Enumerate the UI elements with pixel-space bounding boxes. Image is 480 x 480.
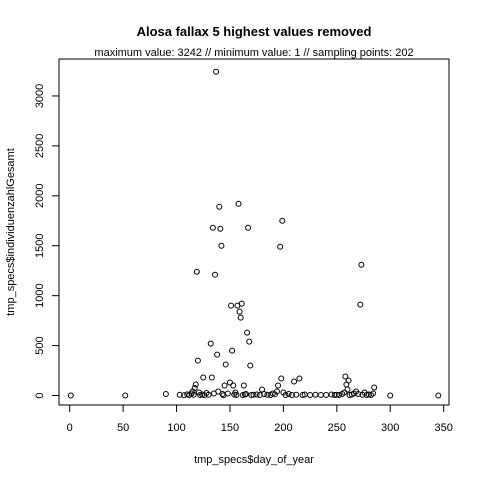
- data-point: [323, 392, 330, 399]
- data-point: [250, 391, 257, 398]
- data-point: [229, 347, 236, 354]
- data-point: [228, 302, 235, 309]
- data-point: [236, 308, 243, 315]
- data-point: [307, 392, 314, 399]
- data-point: [371, 384, 378, 391]
- data-point: [190, 391, 197, 398]
- data-point: [355, 391, 362, 398]
- data-point: [296, 375, 303, 382]
- data-point: [344, 386, 351, 393]
- y-tick-label: 1500: [34, 233, 46, 257]
- data-point: [193, 268, 200, 275]
- data-point: [218, 242, 225, 249]
- y-axis-label: tmp_specs$individuenzahlGesamt: [5, 148, 17, 316]
- data-point: [212, 271, 218, 278]
- data-point: [245, 224, 252, 231]
- data-point: [122, 392, 129, 399]
- data-point: [341, 389, 348, 396]
- data-point: [191, 385, 198, 392]
- data-point: [238, 300, 245, 307]
- data-point: [387, 392, 394, 399]
- data-point: [246, 338, 253, 345]
- data-point: [209, 224, 216, 231]
- data-point: [279, 217, 286, 224]
- x-tick-label: 200: [274, 422, 292, 434]
- data-point: [162, 391, 169, 398]
- y-axis: 0 500 1000 1500 2000 2500 3000: [34, 84, 60, 399]
- y-tick-label: 0: [34, 392, 46, 398]
- data-point: [242, 391, 249, 398]
- data-point: [207, 340, 214, 347]
- data-point: [226, 379, 233, 386]
- data-point: [370, 390, 377, 397]
- data-point: [222, 361, 229, 368]
- data-point: [273, 388, 280, 395]
- data-points: [67, 68, 442, 399]
- data-point: [293, 391, 300, 398]
- data-point: [435, 392, 442, 399]
- data-point: [277, 243, 284, 250]
- plot-frame: [58, 58, 450, 406]
- data-point: [278, 375, 285, 382]
- x-tick-label: 150: [221, 422, 239, 434]
- x-tick-label: 350: [434, 422, 452, 434]
- data-point: [216, 203, 223, 210]
- data-point: [194, 357, 201, 364]
- data-point: [317, 392, 324, 399]
- chart-title: Alosa fallax 5 highest values removed: [137, 24, 372, 39]
- chart-subtitle: maximum value: 3242 // minimum value: 1 …: [94, 47, 413, 59]
- data-point: [67, 392, 74, 399]
- data-point: [214, 351, 221, 358]
- data-point: [224, 390, 231, 397]
- data-point: [233, 392, 240, 399]
- y-tick-label: 2000: [34, 184, 46, 208]
- x-tick-label: 250: [328, 422, 346, 434]
- data-point: [213, 68, 220, 75]
- data-point: [192, 381, 199, 388]
- x-tick-label: 0: [67, 422, 73, 434]
- data-point: [208, 374, 215, 381]
- data-point: [335, 392, 342, 399]
- x-tick-label: 50: [117, 422, 129, 434]
- x-tick-label: 100: [167, 422, 185, 434]
- data-point: [312, 391, 319, 398]
- data-point: [275, 382, 282, 389]
- data-point: [288, 392, 295, 399]
- y-tick-label: 1000: [34, 283, 46, 307]
- data-point: [282, 392, 289, 399]
- y-tick-label: 2500: [34, 134, 46, 158]
- data-point: [200, 374, 207, 381]
- data-point: [244, 329, 251, 336]
- data-point: [237, 314, 244, 321]
- data-point: [240, 382, 247, 389]
- data-point: [331, 392, 338, 399]
- x-axis: 0 50 100 150 200 250 300 350: [67, 404, 453, 434]
- data-point: [261, 391, 268, 398]
- y-tick-label: 500: [34, 336, 46, 354]
- data-point: [345, 377, 352, 384]
- data-point: [235, 200, 242, 207]
- data-point: [215, 388, 222, 395]
- data-point: [217, 225, 224, 232]
- data-point: [342, 373, 349, 380]
- data-point: [230, 382, 237, 389]
- data-point: [253, 391, 260, 398]
- data-point: [176, 391, 183, 398]
- data-point: [264, 391, 271, 398]
- x-tick-label: 300: [381, 422, 399, 434]
- data-point: [247, 362, 254, 369]
- x-axis-label: tmp_specs$day_of_year: [194, 454, 314, 466]
- data-point: [291, 378, 298, 385]
- data-point: [285, 391, 292, 398]
- data-point: [357, 301, 364, 308]
- y-tick-label: 3000: [34, 84, 46, 108]
- data-point: [221, 382, 228, 389]
- data-point: [358, 261, 365, 268]
- data-point: [205, 391, 212, 398]
- data-point: [256, 392, 263, 399]
